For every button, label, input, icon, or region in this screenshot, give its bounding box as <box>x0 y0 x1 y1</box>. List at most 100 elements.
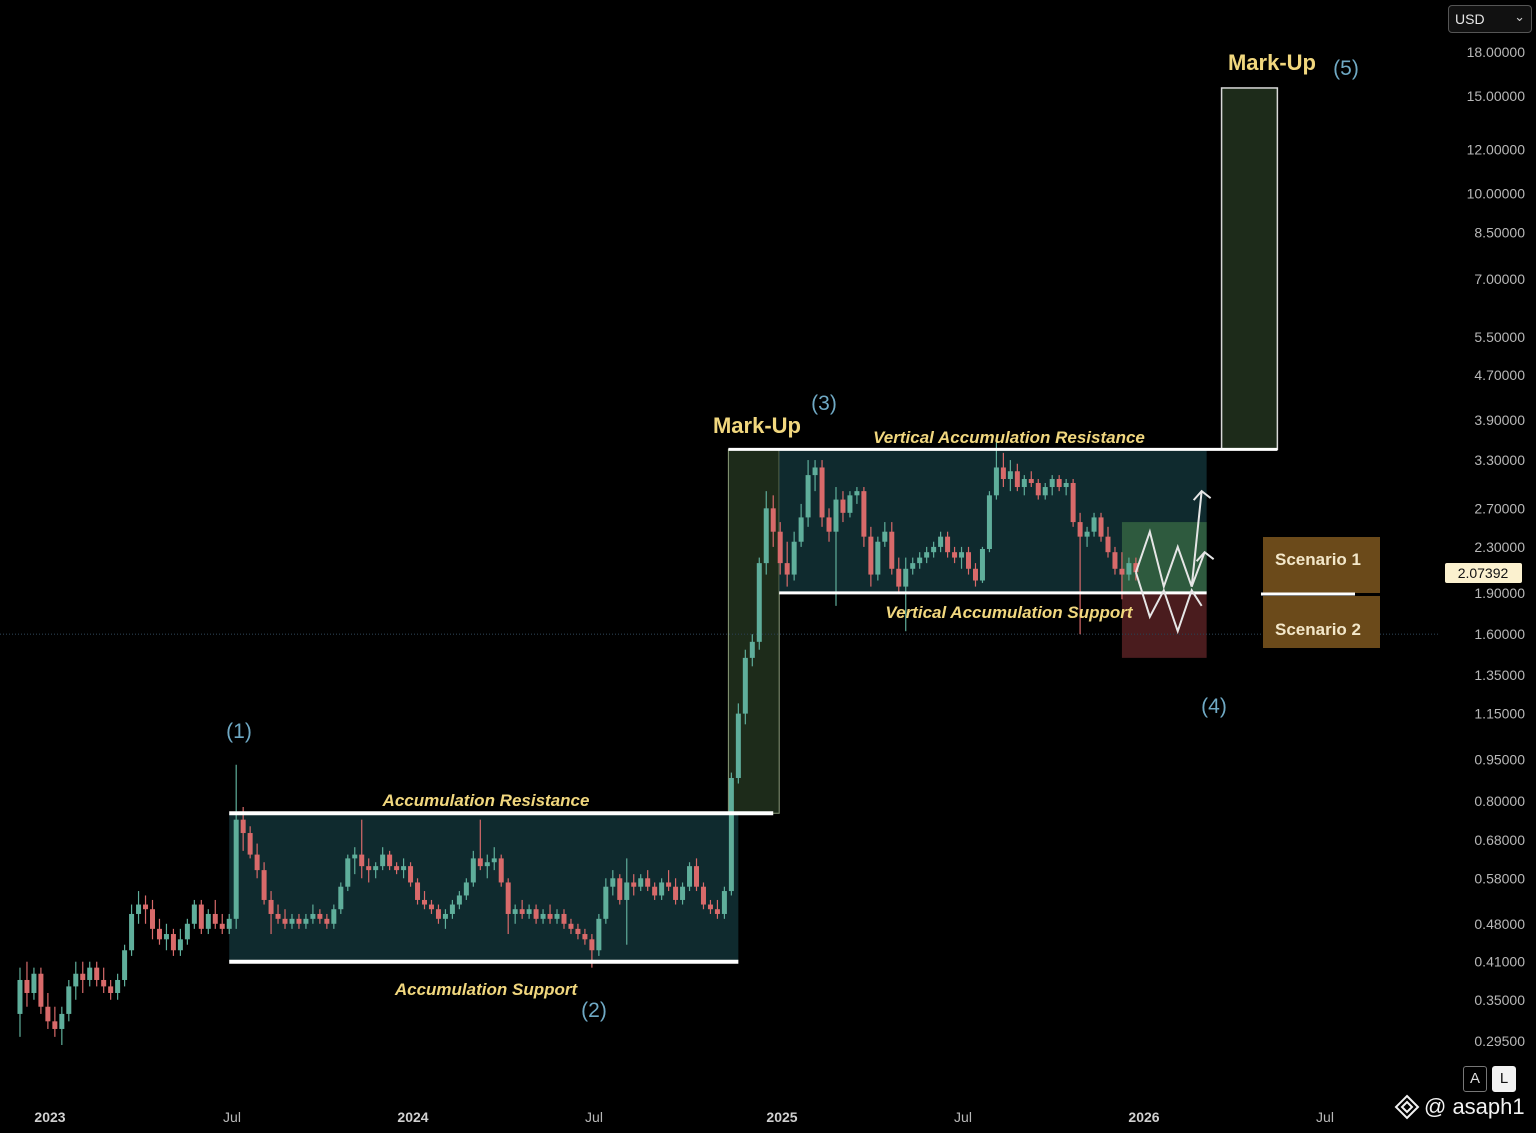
candle-body <box>589 939 595 951</box>
candle <box>296 913 302 929</box>
candle <box>861 487 867 547</box>
candle <box>1112 546 1118 575</box>
candle-body <box>966 552 972 569</box>
candle <box>707 899 713 914</box>
candle <box>624 858 630 945</box>
watermark: @ asaph1 <box>1394 1094 1525 1120</box>
candle <box>94 961 100 987</box>
candle <box>694 858 700 892</box>
candle-body <box>59 1013 65 1029</box>
candle-body <box>959 552 965 558</box>
candle-body <box>1070 482 1076 523</box>
candle <box>143 895 149 924</box>
chevron-down-icon: ⌄ <box>1514 9 1525 24</box>
candle-body <box>652 886 658 896</box>
candle <box>959 546 965 569</box>
candle-body <box>156 928 162 940</box>
candle <box>770 495 776 547</box>
candle <box>945 531 951 558</box>
candle <box>45 992 51 1029</box>
y-axis[interactable]: 18.00000 15.00000 12.00000 10.00000 8.50000 7… <box>1467 44 1526 1049</box>
candle <box>233 764 239 929</box>
candle <box>1077 512 1083 635</box>
candle <box>498 854 504 887</box>
candle <box>952 546 958 564</box>
scenario-1-path <box>1134 491 1203 591</box>
scenario-2-badge <box>1263 596 1380 648</box>
candle-body <box>728 777 734 892</box>
currency-select[interactable]: USD ⌄ <box>1448 5 1532 33</box>
candle <box>966 546 972 575</box>
candle-body <box>819 467 825 518</box>
wave-2-label: (2) <box>581 999 607 1022</box>
y-tick-label: 1.90000 <box>1474 585 1525 601</box>
candle <box>1007 460 1013 492</box>
candle-body <box>1091 517 1097 532</box>
x-tick-label: 2025 <box>766 1109 797 1125</box>
candle-body <box>714 909 720 914</box>
auto-scale-button[interactable]: A <box>1463 1066 1487 1092</box>
candle-body <box>1021 479 1027 488</box>
scenario-1-branch-arrowhead <box>1195 550 1215 562</box>
candle <box>791 531 797 581</box>
candle-body <box>442 913 448 919</box>
scenario-1-arrowhead <box>1192 489 1212 501</box>
candle-body <box>1112 552 1118 569</box>
candle <box>484 854 490 879</box>
candle <box>533 904 539 924</box>
candle-body <box>449 904 455 914</box>
candle-body <box>568 923 574 929</box>
candle-body <box>435 909 441 919</box>
candle-body <box>261 870 267 900</box>
candle-body <box>812 467 818 476</box>
y-tick-label: 12.00000 <box>1467 142 1526 158</box>
candle-body <box>861 491 867 537</box>
candle <box>596 913 602 956</box>
candle-body <box>205 913 211 929</box>
y-tick-label: 8.50000 <box>1474 224 1525 240</box>
candle <box>847 491 853 518</box>
candle-body <box>184 923 190 940</box>
y-tick-label: 10.00000 <box>1467 185 1526 201</box>
candle <box>645 870 651 892</box>
candle <box>993 442 999 500</box>
log-scale-button[interactable]: L <box>1492 1066 1516 1092</box>
candle <box>561 909 567 929</box>
candle-body <box>359 854 365 867</box>
candle-body <box>94 967 100 980</box>
candle-body <box>826 517 832 532</box>
candle-body <box>317 913 323 919</box>
candle <box>617 874 623 905</box>
candle <box>889 522 895 575</box>
current-price-tag <box>1445 563 1522 583</box>
y-tick-label: 0.35000 <box>1474 992 1525 1008</box>
zones-layer <box>229 87 1279 962</box>
candle <box>749 634 755 667</box>
candle-body <box>533 909 539 919</box>
candle-body <box>680 886 686 900</box>
candle <box>219 913 225 935</box>
candle-body <box>742 657 748 714</box>
candle <box>826 508 832 542</box>
candle-body <box>463 882 469 896</box>
y-tick-label: 0.80000 <box>1474 793 1525 809</box>
scenario-paths-layer <box>1134 489 1215 635</box>
candle-body <box>394 866 400 871</box>
y-tick-label: 0.58000 <box>1474 870 1525 886</box>
candle-body <box>226 918 232 929</box>
candle <box>310 904 316 924</box>
candle-body <box>212 913 218 924</box>
candle-body <box>338 886 344 910</box>
x-axis[interactable]: 2023 Jul 2024 Jul 2025 Jul 2026 Jul <box>34 1109 1334 1125</box>
candle-body <box>582 934 588 940</box>
candle-body <box>721 891 727 914</box>
binance-diamond-icon <box>1394 1094 1420 1120</box>
candle-body <box>784 563 790 575</box>
candle <box>687 862 693 892</box>
candle-body <box>840 499 846 513</box>
candle-body <box>952 552 958 558</box>
candle-body <box>219 923 225 929</box>
candle <box>268 891 274 935</box>
candle-body <box>624 882 630 900</box>
